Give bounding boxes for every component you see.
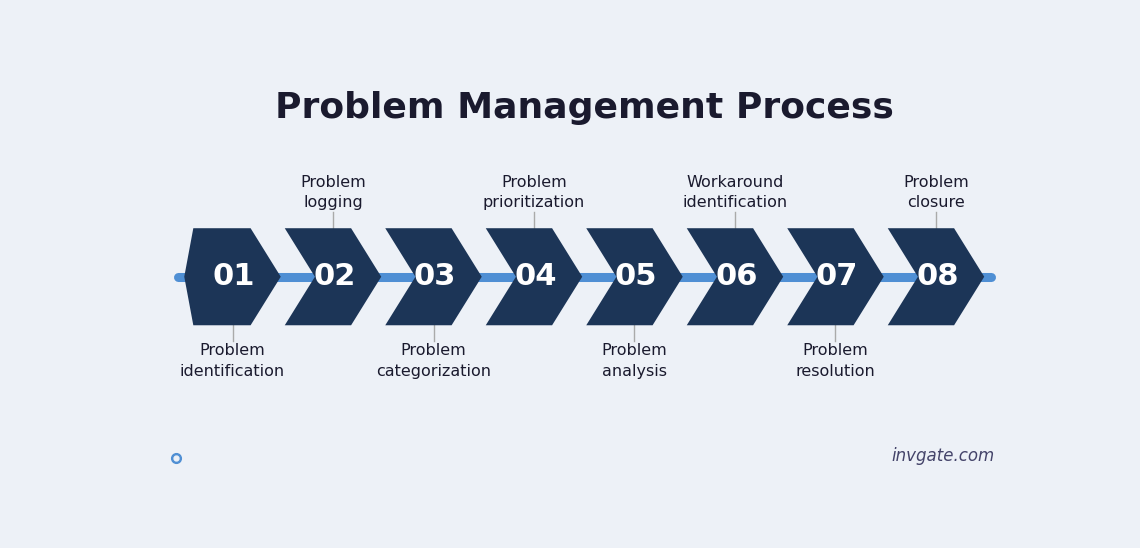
Polygon shape (788, 228, 884, 326)
Polygon shape (486, 228, 583, 326)
Text: 02: 02 (314, 262, 356, 291)
Polygon shape (888, 228, 984, 326)
Text: 06: 06 (715, 262, 758, 291)
Polygon shape (285, 228, 381, 326)
Text: Problem
prioritization: Problem prioritization (483, 175, 585, 210)
Text: 01: 01 (213, 262, 255, 291)
Text: Problem Management Process: Problem Management Process (275, 91, 894, 125)
Polygon shape (385, 228, 482, 326)
Text: Problem
identification: Problem identification (180, 344, 285, 379)
Text: 08: 08 (917, 262, 959, 291)
Polygon shape (185, 228, 280, 326)
Text: 04: 04 (514, 262, 556, 291)
Text: Problem
resolution: Problem resolution (796, 344, 876, 379)
Text: 05: 05 (614, 262, 658, 291)
Text: Problem
logging: Problem logging (300, 175, 366, 210)
Polygon shape (586, 228, 683, 326)
Text: Problem
categorization: Problem categorization (376, 344, 491, 379)
Text: 07: 07 (816, 262, 858, 291)
Polygon shape (686, 228, 783, 326)
Text: Problem
analysis: Problem analysis (602, 344, 667, 379)
Text: invgate.com: invgate.com (891, 447, 995, 465)
Text: 03: 03 (414, 262, 456, 291)
Text: Problem
closure: Problem closure (903, 175, 969, 210)
Text: Workaround
identification: Workaround identification (683, 175, 788, 210)
